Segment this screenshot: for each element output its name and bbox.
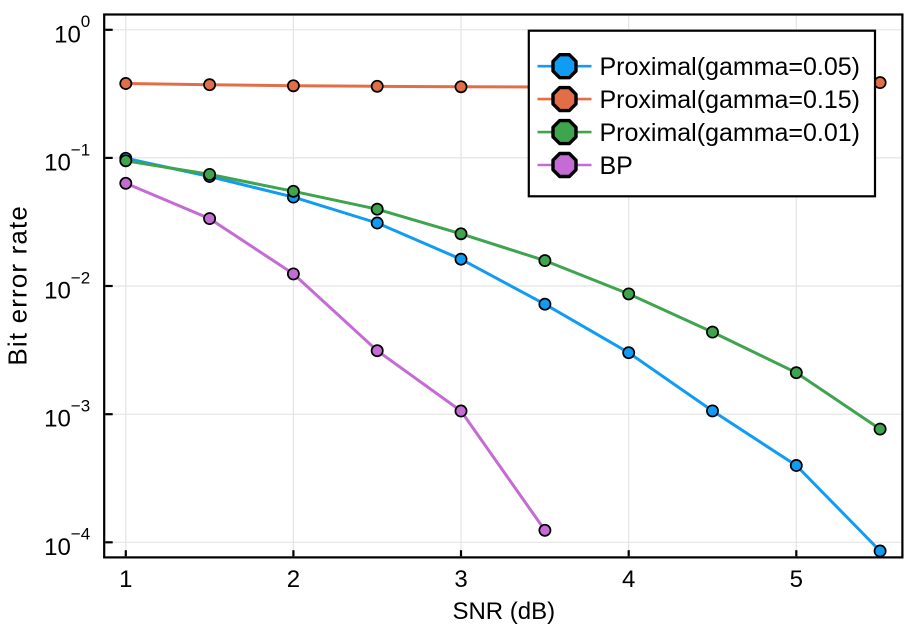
svg-text:Proximal(gamma=0.15): Proximal(gamma=0.15) <box>600 86 861 114</box>
svg-text:10: 10 <box>54 21 81 48</box>
svg-text:−4: −4 <box>71 525 90 544</box>
svg-text:4: 4 <box>622 566 635 593</box>
svg-text:Proximal(gamma=0.01): Proximal(gamma=0.01) <box>600 119 861 147</box>
svg-text:10: 10 <box>44 278 71 305</box>
svg-text:3: 3 <box>454 566 467 593</box>
svg-text:SNR (dB): SNR (dB) <box>452 598 555 625</box>
svg-text:Bit error rate: Bit error rate <box>3 205 33 366</box>
svg-text:BP: BP <box>600 152 633 180</box>
svg-text:2: 2 <box>287 566 300 593</box>
svg-text:5: 5 <box>790 566 803 593</box>
svg-text:−1: −1 <box>71 140 90 159</box>
svg-text:10: 10 <box>44 534 71 561</box>
svg-text:10: 10 <box>44 406 71 433</box>
svg-text:1: 1 <box>119 566 132 593</box>
svg-text:10: 10 <box>44 150 71 177</box>
svg-text:−2: −2 <box>71 268 90 287</box>
svg-text:Proximal(gamma=0.05): Proximal(gamma=0.05) <box>600 53 861 81</box>
svg-text:−3: −3 <box>71 397 90 416</box>
svg-text:0: 0 <box>81 12 90 31</box>
